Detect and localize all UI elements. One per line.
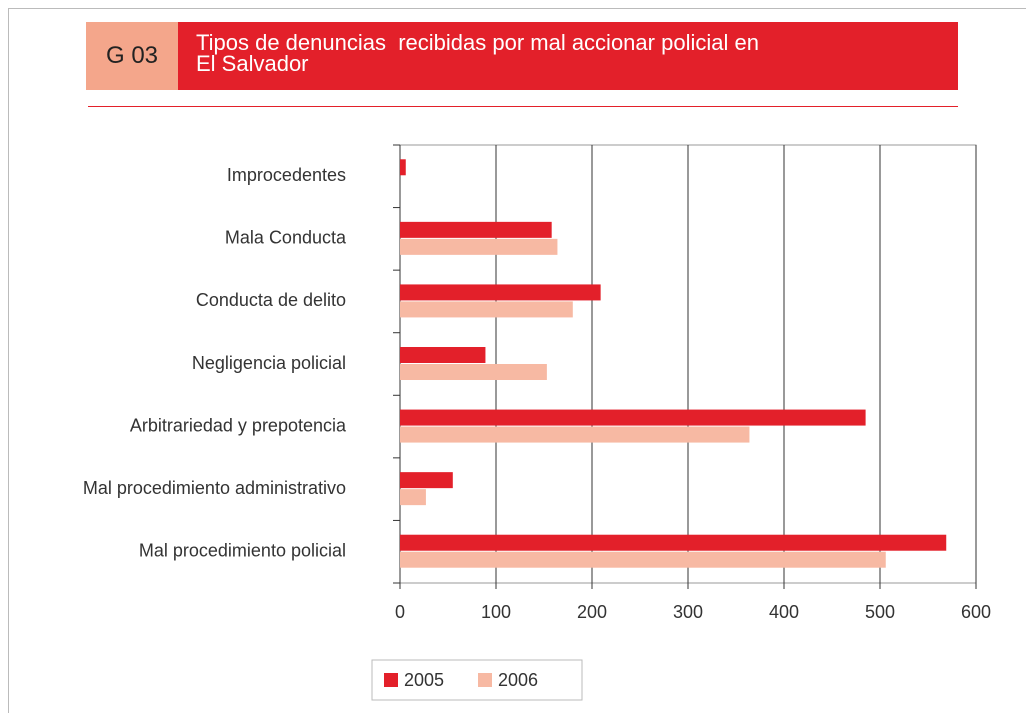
legend-label: 2005: [404, 670, 444, 690]
legend-label: 2006: [498, 670, 538, 690]
bar: [400, 284, 601, 301]
y-tick-label: Mala Conducta: [225, 228, 347, 248]
y-tick-label: Conducta de delito: [196, 290, 346, 310]
y-tick-label: Mal procedimiento policial: [139, 540, 346, 560]
bar: [400, 472, 453, 489]
chart-code: G 03: [86, 22, 178, 90]
bar: [400, 238, 558, 255]
legend-swatch: [478, 673, 492, 687]
bar: [400, 426, 750, 443]
bar: [400, 221, 552, 238]
bar: [400, 347, 486, 363]
y-tick-label: Arbitrariedad y prepotencia: [130, 415, 347, 435]
bar: [400, 534, 947, 551]
bar: [400, 551, 886, 568]
legend-swatch: [384, 673, 398, 687]
x-tick-label: 100: [481, 602, 511, 622]
y-tick-label: Negligencia policial: [192, 353, 346, 373]
x-tick-label: 500: [865, 602, 895, 622]
chart-title: Tipos de denuncias recibidas por mal acc…: [178, 22, 958, 90]
legend-box: [371, 659, 583, 701]
title-line: Tipos de denuncias recibidas por mal acc…: [196, 30, 759, 55]
y-tick-label: Improcedentes: [227, 165, 346, 185]
x-tick-label: 200: [577, 602, 607, 622]
bar: [400, 489, 426, 506]
frame: [8, 8, 1026, 713]
x-tick-label: 600: [961, 602, 991, 622]
bar: [400, 409, 866, 426]
bar: [400, 159, 406, 176]
y-tick-label: Mal procedimiento administrativo: [83, 478, 346, 498]
title-line: El Salvador: [196, 51, 309, 76]
x-tick-label: 300: [673, 602, 703, 622]
bar: [400, 301, 573, 318]
bar: [400, 364, 547, 380]
x-tick-label: 400: [769, 602, 799, 622]
header-rule: [88, 106, 958, 107]
x-tick-label: 0: [395, 602, 405, 622]
